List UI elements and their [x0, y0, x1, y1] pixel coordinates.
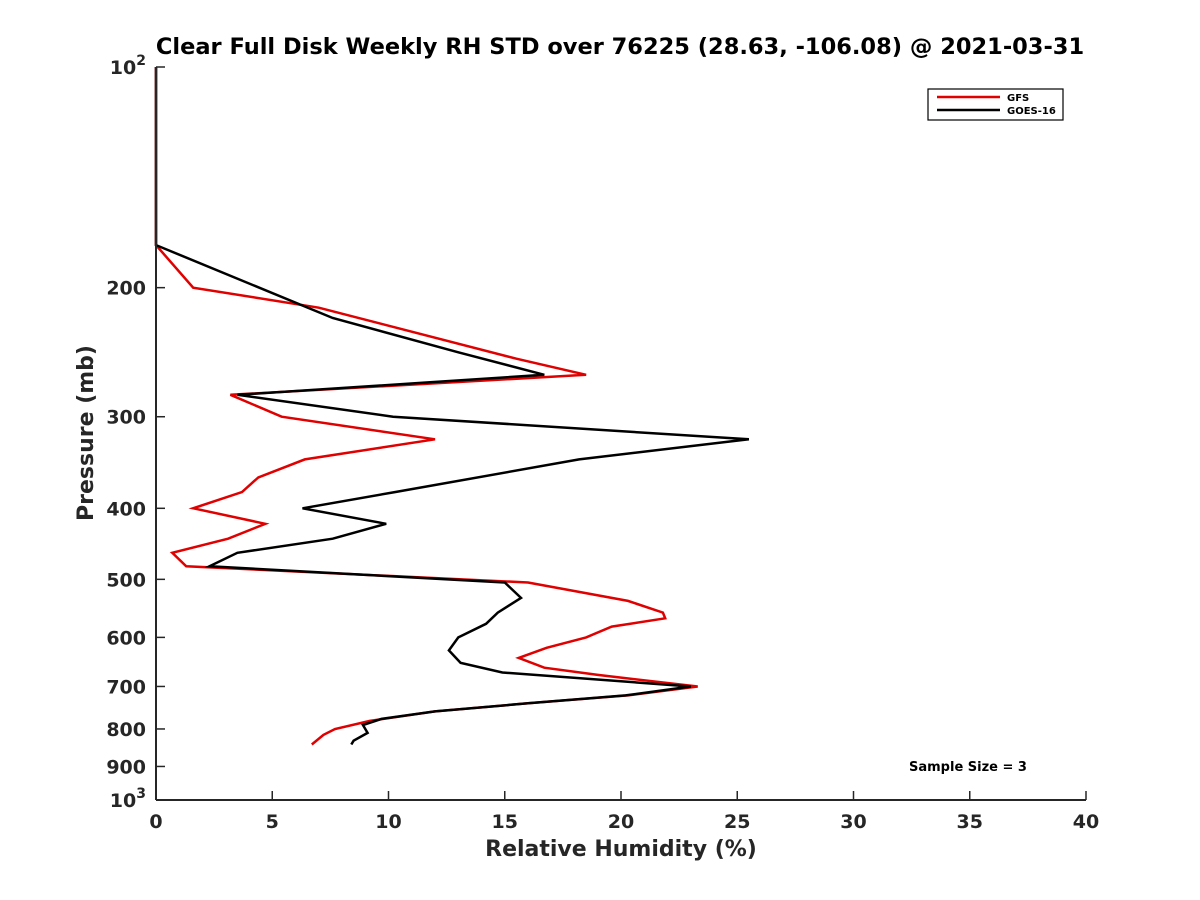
legend: GFS GOES-16 — [927, 88, 1064, 121]
plot-lines — [154, 67, 750, 746]
x-tick-label: 20 — [608, 811, 634, 833]
x-axis-label: Relative Humidity (%) — [485, 837, 757, 862]
x-ticks: 0 5 10 15 20 25 30 35 40 — [149, 791, 1099, 833]
y-ticks: 102 200 300 400 500 600 700 800 900 103 — [106, 53, 165, 812]
y-tick-label: 900 — [106, 756, 146, 778]
y-tick-label: 102 — [110, 53, 146, 79]
y-tick-label: 500 — [106, 569, 146, 591]
x-tick-label: 5 — [266, 811, 279, 833]
series-line-goes16 — [154, 67, 750, 746]
x-tick-label: 40 — [1073, 811, 1099, 833]
legend-box — [927, 88, 1064, 121]
y-tick-label: 700 — [106, 676, 146, 698]
y-tick-label: 800 — [106, 719, 146, 741]
x-tick-label: 30 — [840, 811, 866, 833]
y-tick-label: 200 — [106, 278, 146, 300]
x-tick-label: 15 — [492, 811, 518, 833]
x-tick-label: 10 — [375, 811, 401, 833]
x-tick-label: 25 — [724, 811, 750, 833]
chart-title: Clear Full Disk Weekly RH STD over 76225… — [156, 34, 1084, 60]
y-tick-label: 600 — [106, 627, 146, 649]
sample-size-annotation: Sample Size = 3 — [909, 760, 1027, 775]
x-tick-label: 0 — [149, 811, 162, 833]
legend-label-gfs: GFS — [1007, 93, 1029, 104]
legend-label-goes16: GOES-16 — [1007, 106, 1056, 117]
y-tick-label: 300 — [106, 407, 146, 429]
x-tick-label: 35 — [957, 811, 983, 833]
y-axis-label: Pressure (mb) — [74, 345, 99, 521]
y-tick-label: 400 — [106, 498, 146, 520]
y-tick-label: 103 — [110, 786, 146, 812]
